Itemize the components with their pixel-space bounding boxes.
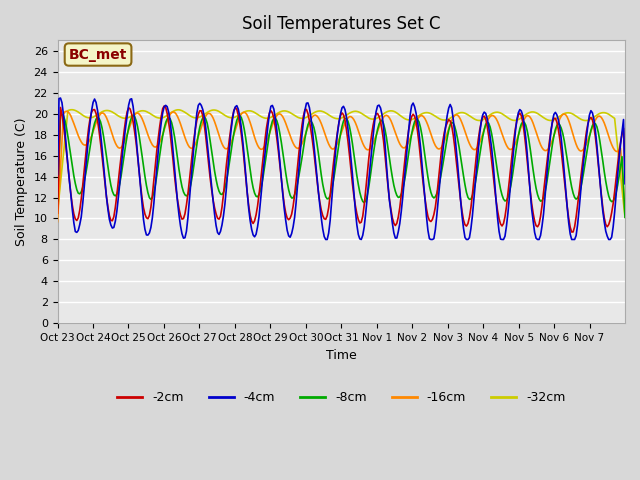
Legend: -2cm, -4cm, -8cm, -16cm, -32cm: -2cm, -4cm, -8cm, -16cm, -32cm bbox=[112, 386, 570, 409]
X-axis label: Time: Time bbox=[326, 348, 356, 362]
Title: Soil Temperatures Set C: Soil Temperatures Set C bbox=[242, 15, 440, 33]
Y-axis label: Soil Temperature (C): Soil Temperature (C) bbox=[15, 118, 28, 246]
Text: BC_met: BC_met bbox=[69, 48, 127, 61]
